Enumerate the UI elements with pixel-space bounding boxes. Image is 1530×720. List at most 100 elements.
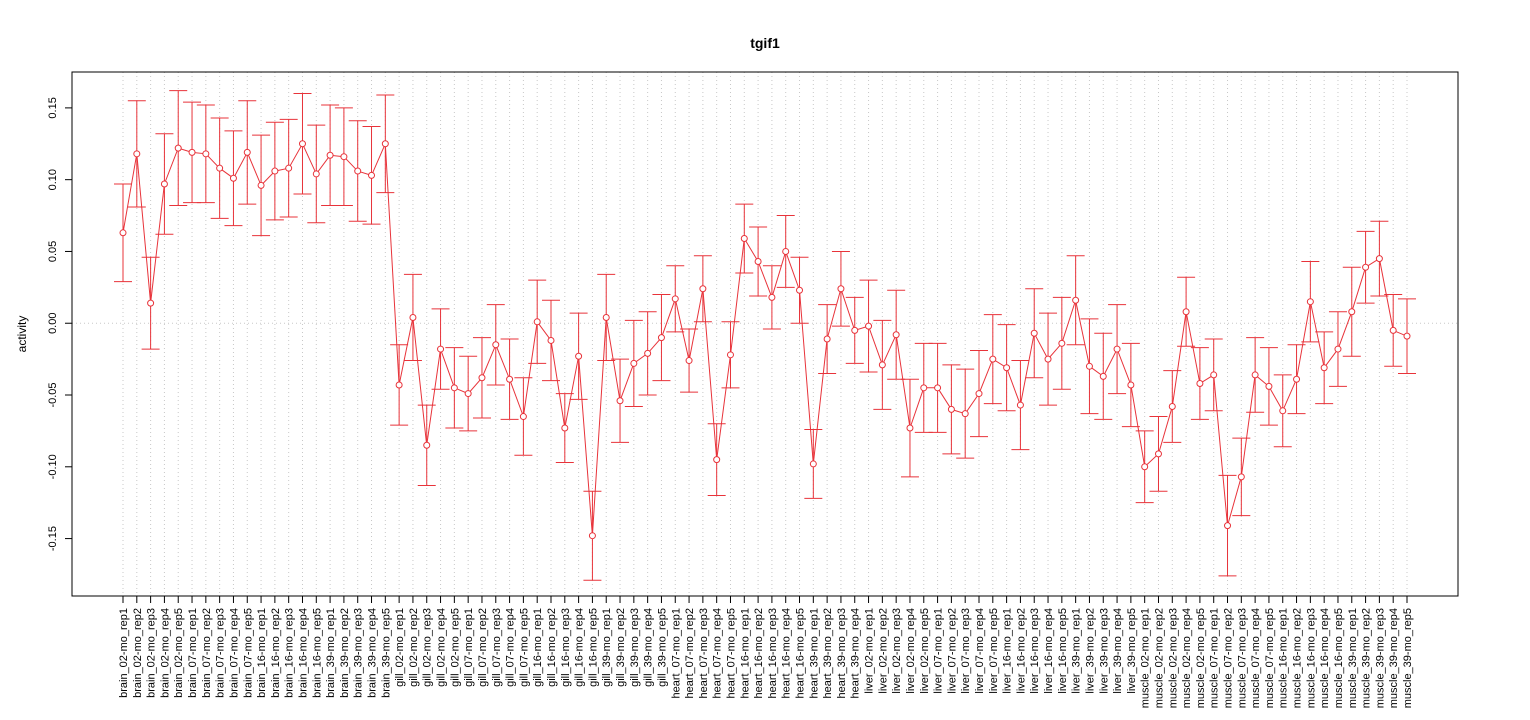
x-tick-label: gill_39-mo_rep3 <box>629 608 641 687</box>
data-point <box>1044 355 1052 363</box>
x-tick-label: brain_16-mo_rep2 <box>270 608 282 698</box>
y-tick-label: -0.10 <box>47 454 59 479</box>
data-point <box>1003 364 1011 372</box>
data-point <box>1210 371 1218 379</box>
x-tick-label: brain_16-mo_rep5 <box>311 608 323 698</box>
data-point <box>257 181 265 189</box>
x-tick-label: muscle_16-mo_rep4 <box>1319 608 1331 708</box>
data-point <box>229 174 237 182</box>
y-tick-label: -0.05 <box>47 382 59 407</box>
x-tick-label: heart_39-mo_rep3 <box>836 608 848 699</box>
x-tick-label: brain_16-mo_rep1 <box>256 608 268 698</box>
x-tick-label: liver_16-mo_rep5 <box>1057 608 1069 694</box>
x-tick-label: gill_07-mo_rep3 <box>491 608 503 687</box>
data-point <box>1224 522 1232 530</box>
data-point <box>133 150 141 158</box>
y-axis: -0.15 -0.10 -0.05 0.00 0.05 0.10 0.15 <box>47 97 73 551</box>
chart-title: tgif1 <box>750 35 780 51</box>
data-point <box>1141 463 1149 471</box>
x-tick-label: gill_02-mo_rep3 <box>422 608 434 687</box>
data-point <box>381 140 389 148</box>
series-line <box>122 142 1408 536</box>
data-point <box>1182 308 1190 316</box>
x-tick-label: heart_16-mo_rep5 <box>795 608 807 699</box>
data-point <box>865 322 873 330</box>
data-point <box>878 361 886 369</box>
x-tick-label: gill_39-mo_rep1 <box>601 608 613 687</box>
x-tick-label: gill_02-mo_rep5 <box>449 608 461 687</box>
y-tick-label: 0.10 <box>47 169 59 190</box>
x-tick-label: liver_02-mo_rep4 <box>905 608 917 694</box>
x-tick-label: brain_39-mo_rep4 <box>367 608 379 698</box>
data-point <box>147 299 155 307</box>
data-point <box>616 397 624 405</box>
x-tick-label: liver_16-mo_rep1 <box>1002 608 1014 694</box>
series-polyline <box>122 142 1408 536</box>
x-tick-label: brain_39-mo_rep5 <box>380 608 392 698</box>
x-tick-label: liver_39-mo_rep2 <box>1084 608 1096 694</box>
x-tick-label: muscle_07-mo_rep5 <box>1264 608 1276 708</box>
data-point <box>285 164 293 172</box>
x-tick-label: muscle_39-mo_rep1 <box>1347 608 1359 708</box>
data-point <box>519 413 527 421</box>
x-tick-label: heart_07-mo_rep1 <box>670 608 682 699</box>
x-tick-label: liver_16-mo_rep4 <box>1043 608 1055 694</box>
x-tick-label: brain_07-mo_rep3 <box>215 608 227 698</box>
x-tick-label: liver_02-mo_rep2 <box>877 608 889 694</box>
x-tick-label: gill_39-mo_rep4 <box>643 608 655 687</box>
data-point <box>1168 402 1176 410</box>
x-tick-label: brain_07-mo_rep2 <box>201 608 213 698</box>
x-tick-label: gill_07-mo_rep2 <box>477 608 489 687</box>
data-point <box>1030 329 1038 337</box>
x-tick-label: brain_16-mo_rep4 <box>297 608 309 698</box>
x-tick-label: brain_07-mo_rep5 <box>242 608 254 698</box>
data-point <box>575 352 583 360</box>
x-tick-label: muscle_02-mo_rep2 <box>1153 608 1165 708</box>
x-tick-label: liver_07-mo_rep5 <box>988 608 1000 694</box>
x-tick-label: brain_39-mo_rep2 <box>339 608 351 698</box>
data-point <box>547 336 555 344</box>
x-tick-label: liver_16-mo_rep2 <box>1015 608 1027 694</box>
data-point <box>533 318 541 326</box>
data-point <box>989 355 997 363</box>
data-point <box>492 341 500 349</box>
x-tick-label: gill_07-mo_rep5 <box>518 608 530 687</box>
x-tick-label: muscle_07-mo_rep4 <box>1250 608 1262 708</box>
data-point <box>354 167 362 175</box>
x-tick-label: liver_07-mo_rep1 <box>933 608 945 694</box>
data-point <box>160 180 168 188</box>
x-tick-label: gill_16-mo_rep4 <box>574 608 586 687</box>
data-point <box>713 456 721 464</box>
x-tick-label: liver_39-mo_rep4 <box>1112 608 1124 694</box>
x-tick-label: liver_39-mo_rep3 <box>1098 608 1110 694</box>
x-tick-label: liver_02-mo_rep3 <box>891 608 903 694</box>
x-tick-label: liver_07-mo_rep3 <box>960 608 972 694</box>
data-point <box>450 384 458 392</box>
x-tick-label: gill_16-mo_rep3 <box>560 608 572 687</box>
x-tick-label: muscle_16-mo_rep3 <box>1305 608 1317 708</box>
data-point <box>602 313 610 321</box>
x-tick-label: muscle_39-mo_rep5 <box>1402 608 1414 708</box>
data-point <box>837 285 845 293</box>
x-tick-label: heart_39-mo_rep1 <box>808 608 820 699</box>
y-tick-label: 0.00 <box>47 313 59 334</box>
data-point <box>1375 255 1383 263</box>
data-point <box>298 140 306 148</box>
data-point <box>1348 308 1356 316</box>
x-tick-label: gill_02-mo_rep1 <box>394 608 406 687</box>
x-tick-label: muscle_16-mo_rep5 <box>1333 608 1345 708</box>
x-tick-label: liver_39-mo_rep1 <box>1071 608 1083 694</box>
x-tick-label: muscle_39-mo_rep3 <box>1374 608 1386 708</box>
data-point <box>478 374 486 382</box>
x-tick-label: gill_07-mo_rep4 <box>505 608 517 687</box>
data-point <box>174 144 182 152</box>
x-tick-label: heart_16-mo_rep3 <box>767 608 779 699</box>
data-point <box>119 229 127 237</box>
data-point <box>1293 375 1301 383</box>
x-tick-label: muscle_07-mo_rep1 <box>1209 608 1221 708</box>
data-point <box>726 351 734 359</box>
plot-frame <box>71 71 1459 597</box>
y-tick-label: 0.15 <box>47 97 59 118</box>
data-point <box>685 357 693 365</box>
data-point <box>188 148 196 156</box>
